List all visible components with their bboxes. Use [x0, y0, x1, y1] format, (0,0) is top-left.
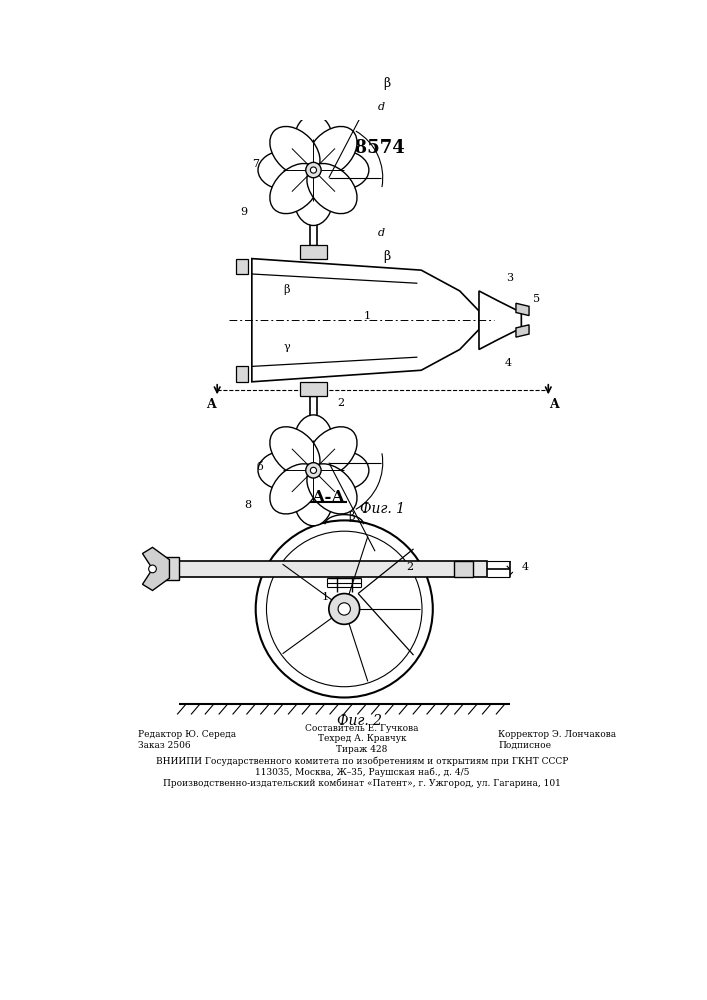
- Text: 5: 5: [533, 294, 540, 304]
- Text: 2: 2: [406, 562, 414, 572]
- Polygon shape: [236, 366, 248, 382]
- Circle shape: [338, 603, 351, 615]
- Text: d: d: [378, 228, 385, 238]
- Text: d: d: [378, 102, 385, 112]
- Polygon shape: [179, 561, 486, 577]
- Circle shape: [305, 162, 321, 178]
- Ellipse shape: [307, 126, 357, 177]
- Circle shape: [256, 520, 433, 698]
- Ellipse shape: [307, 464, 357, 514]
- Ellipse shape: [293, 167, 334, 225]
- Text: 1: 1: [364, 311, 371, 321]
- Ellipse shape: [307, 427, 357, 477]
- Text: Фиг. 2: Фиг. 2: [337, 714, 382, 728]
- Polygon shape: [300, 382, 327, 396]
- Circle shape: [310, 467, 317, 473]
- Polygon shape: [157, 557, 179, 580]
- Text: 7: 7: [252, 159, 259, 169]
- Ellipse shape: [310, 150, 369, 190]
- Ellipse shape: [293, 467, 334, 526]
- Text: β: β: [383, 77, 390, 90]
- Text: А-А: А-А: [312, 489, 346, 506]
- Text: Корректор Э. Лончакова: Корректор Э. Лончакова: [498, 730, 617, 739]
- Text: β: β: [349, 511, 355, 522]
- Text: б: б: [256, 462, 263, 472]
- Text: 8: 8: [245, 500, 252, 510]
- Ellipse shape: [310, 450, 369, 490]
- Text: ВНИИПИ Государственного комитета по изобретениям и открытиям при ГКНТ СССР: ВНИИПИ Государственного комитета по изоб…: [156, 757, 568, 766]
- Ellipse shape: [293, 115, 334, 173]
- Polygon shape: [455, 561, 473, 577]
- Text: Подписное: Подписное: [498, 741, 551, 750]
- Text: Редактор Ю. Середа: Редактор Ю. Середа: [138, 730, 236, 739]
- Circle shape: [148, 565, 156, 573]
- Text: β: β: [284, 284, 290, 295]
- Text: 3: 3: [506, 273, 513, 283]
- Polygon shape: [143, 547, 170, 590]
- Polygon shape: [300, 245, 327, 259]
- Text: A: A: [549, 398, 559, 411]
- Ellipse shape: [270, 126, 320, 177]
- Polygon shape: [236, 259, 248, 274]
- Text: Техред А. Кравчук: Техред А. Кравчук: [317, 734, 407, 743]
- Text: 2: 2: [337, 398, 344, 408]
- Text: 9: 9: [240, 207, 247, 217]
- Polygon shape: [252, 259, 479, 382]
- Text: 4: 4: [505, 358, 512, 368]
- Ellipse shape: [258, 150, 317, 190]
- Ellipse shape: [270, 427, 320, 477]
- Polygon shape: [516, 303, 529, 316]
- Text: 4: 4: [522, 562, 529, 572]
- Text: Фиг. 1: Фиг. 1: [361, 502, 405, 516]
- Ellipse shape: [270, 464, 320, 514]
- Ellipse shape: [307, 163, 357, 214]
- Ellipse shape: [258, 450, 317, 490]
- Text: 1588574: 1588574: [318, 139, 406, 157]
- Circle shape: [310, 167, 317, 173]
- Circle shape: [267, 531, 422, 687]
- Text: γ: γ: [284, 342, 290, 352]
- Text: β: β: [383, 250, 390, 263]
- Polygon shape: [479, 291, 521, 349]
- Text: Заказ 2506: Заказ 2506: [138, 741, 190, 750]
- Text: 1: 1: [322, 592, 329, 602]
- Text: Производственно-издательский комбинат «Патент», г. Ужгород, ул. Гагарина, 101: Производственно-издательский комбинат «П…: [163, 778, 561, 788]
- Ellipse shape: [270, 163, 320, 214]
- Circle shape: [329, 594, 360, 624]
- Circle shape: [305, 463, 321, 478]
- Text: 113035, Москва, Ж–35, Раушская наб., д. 4/5: 113035, Москва, Ж–35, Раушская наб., д. …: [255, 768, 469, 777]
- Text: Тираж 428: Тираж 428: [337, 745, 387, 754]
- Text: Составитель Е. Гучкова: Составитель Е. Гучкова: [305, 724, 419, 733]
- Ellipse shape: [293, 415, 334, 473]
- Text: A: A: [206, 398, 216, 411]
- Polygon shape: [516, 325, 529, 337]
